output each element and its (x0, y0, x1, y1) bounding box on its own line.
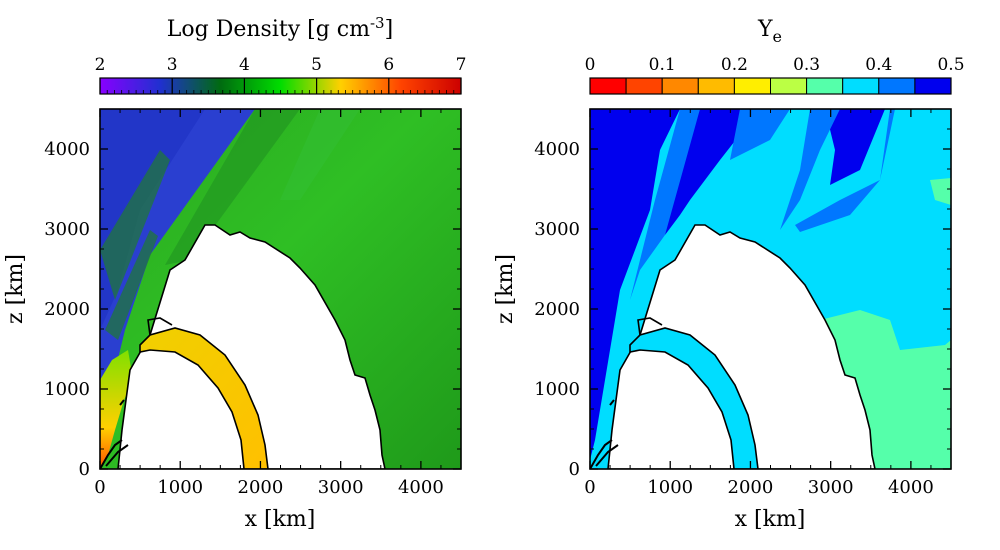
ye-colorbar: 0 0.1 0.2 0.3 0.4 0.5 (585, 55, 965, 95)
ye-colorbar-cell (625, 77, 663, 95)
density-shell (139, 327, 269, 469)
ye-colorbar-label: 0.3 (793, 55, 820, 75)
y-tick-label: 4000 (44, 139, 90, 160)
ye-outer-small (930, 178, 951, 205)
x-tick-label: 0 (584, 477, 595, 498)
density-colorbar-label: 3 (167, 55, 178, 75)
ye-colorbar-cell (661, 77, 699, 95)
density-colorbar-label: 2 (95, 55, 106, 75)
density-origin-feature (100, 399, 129, 469)
y-tick-label: 2000 (534, 299, 580, 320)
ye-colorbar-cell (842, 77, 880, 95)
density-colorbar: 2 3 4 5 6 7 (95, 55, 467, 95)
ye-streak-3 (825, 109, 885, 185)
ye-x-label: x [km] (735, 507, 806, 532)
y-tick-label: 2000 (44, 299, 90, 320)
ye-colorbar-cell (878, 77, 916, 95)
density-y-label: z [km] (3, 254, 28, 324)
density-streaks (100, 150, 170, 340)
density-map (100, 109, 461, 469)
x-tick-label: 3000 (318, 477, 364, 498)
ye-outer-patch (820, 310, 951, 469)
ye-map (590, 109, 951, 469)
ye-colorbar-label: 0.1 (649, 55, 676, 75)
y-tick-label: 1000 (44, 379, 90, 400)
density-panel: Log Density [g cm-3] 2 3 4 5 6 7 0 1000 2000 300… (3, 14, 466, 532)
y-tick-label: 1000 (534, 379, 580, 400)
ye-colorbar-label: 0.2 (721, 55, 748, 75)
x-tick-label: 0 (94, 477, 105, 498)
ye-y-label: z [km] (493, 254, 518, 324)
y-tick-label: 3000 (534, 219, 580, 240)
density-x-label: x [km] (245, 507, 316, 532)
ye-origin-feature (590, 399, 619, 469)
x-tick-label: 1000 (647, 477, 693, 498)
ye-streak-4 (780, 109, 840, 230)
ye-cavity (607, 224, 876, 469)
ye-inner-cavity-edge (637, 317, 663, 336)
x-tick-label: 2000 (238, 477, 284, 498)
density-cavity (117, 224, 386, 469)
ye-colorbar-label: 0.5 (937, 55, 964, 75)
ye-funnel (590, 109, 680, 460)
ye-streak-1 (630, 109, 700, 300)
ye-colorbar-label: 0.4 (865, 55, 892, 75)
x-tick-label: 1000 (157, 477, 203, 498)
x-tick-label: 2000 (728, 477, 774, 498)
ye-title: Ye (757, 17, 782, 46)
density-title: Log Density [g cm-3] (167, 14, 393, 42)
density-colorbar-label: 5 (311, 55, 322, 75)
ye-colorbar-cell (806, 77, 844, 95)
density-colorbar-label: 4 (239, 55, 250, 75)
density-inner-cavity-edge (147, 317, 173, 336)
y-tick-label: 3000 (44, 219, 90, 240)
ye-colorbar-frame (589, 77, 952, 95)
ye-shell (629, 327, 759, 469)
x-tick-label: 3000 (808, 477, 854, 498)
ye-colorbar-cell (733, 77, 772, 95)
ye-colorbar-label: 0 (585, 55, 596, 75)
density-jet (100, 350, 133, 469)
density-colorbar-label: 6 (383, 55, 394, 75)
ye-colorbar-cell (697, 77, 735, 95)
density-stream-1 (165, 109, 300, 265)
x-tick-label: 4000 (888, 477, 934, 498)
y-tick-label: 0 (79, 459, 90, 480)
ye-colorbar-cell (589, 77, 627, 95)
y-tick-label: 4000 (534, 139, 580, 160)
ye-colorbar-cell (914, 77, 952, 95)
ye-colorbar-cell (770, 77, 808, 95)
ye-patch (795, 109, 895, 232)
ye-streak-2 (730, 109, 790, 160)
y-tick-label: 0 (569, 459, 580, 480)
density-stream-2 (280, 109, 360, 200)
x-tick-label: 4000 (398, 477, 444, 498)
density-colorbar-label: 7 (456, 55, 467, 75)
density-funnel-inner (100, 109, 205, 330)
